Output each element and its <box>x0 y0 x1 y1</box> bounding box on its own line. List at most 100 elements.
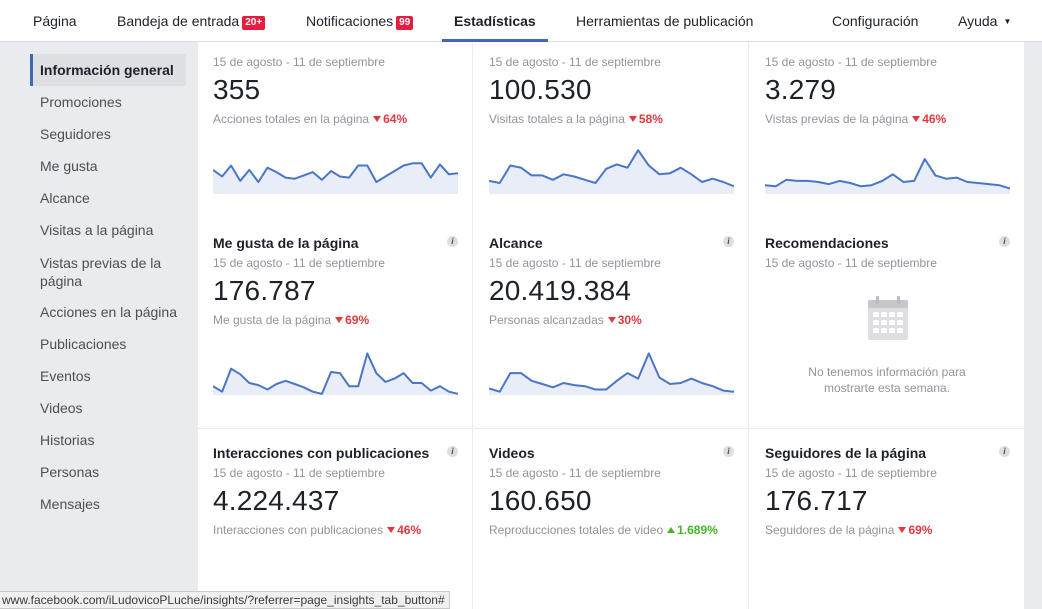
trend-delta: 46% <box>397 523 422 537</box>
trend-delta: 30% <box>617 313 642 327</box>
trend-delta: 58% <box>638 112 663 126</box>
trend-down-icon <box>387 527 396 533</box>
empty-state-text: No tenemos información para mostrarte es… <box>808 365 966 395</box>
sidebar-item-mensajes[interactable]: Mensajes <box>40 496 100 512</box>
sidebar-item-videos[interactable]: Videos <box>40 400 83 416</box>
card-value: 3.279 <box>765 74 837 105</box>
card-interacciones[interactable]: Interacciones con publicaciones i 15 de … <box>198 429 473 609</box>
info-icon[interactable]: i <box>447 236 458 247</box>
card-subtitle-text: Reproducciones totales de video <box>489 523 664 537</box>
sidebar-item-visitas[interactable]: Visitas a la página <box>40 222 154 238</box>
sidebar-item-seguidores[interactable]: Seguidores <box>40 126 111 142</box>
card-title: Seguidores de la página <box>765 445 927 461</box>
sparkline-chart <box>213 162 458 194</box>
card-value: 100.530 <box>489 74 592 105</box>
tab-herramientas-label: Herramientas de publicación <box>576 13 754 29</box>
card-vistas-previas[interactable]: 15 de agosto - 11 de septiembre 3.279 Vi… <box>750 42 1024 228</box>
card-subtitle: Me gusta de la página 69% <box>213 313 369 327</box>
sidebar-item-vistas-previas[interactable]: Vistas previas de la página <box>40 255 162 289</box>
sidebar-item-personas[interactable]: Personas <box>40 464 100 480</box>
empty-state: No tenemos información para mostrarte es… <box>750 295 1024 396</box>
card-subtitle: Reproducciones totales de video 1.689% <box>489 523 718 537</box>
card-title: Videos <box>489 445 535 461</box>
card-date: 15 de agosto - 11 de septiembre <box>765 55 937 69</box>
trend-delta: 69% <box>345 313 370 327</box>
tab-notificaciones[interactable]: Notificaciones 99 <box>306 0 414 42</box>
sparkline-chart <box>489 557 734 607</box>
card-subtitle-text: Visitas totales a la página <box>489 112 625 126</box>
trend-down-icon <box>898 527 907 533</box>
card-value: 160.650 <box>489 485 592 516</box>
tab-pagina[interactable]: Página <box>33 0 77 42</box>
tab-ayuda[interactable]: Ayuda ▼ <box>958 0 1011 42</box>
card-recomendaciones[interactable]: Recomendaciones i 15 de agosto - 11 de s… <box>750 219 1024 429</box>
card-visitas[interactable]: 15 de agosto - 11 de septiembre 100.530 … <box>474 42 749 228</box>
insights-cards-grid: 15 de agosto - 11 de septiembre 355 Acci… <box>198 42 1024 609</box>
trend-down-icon <box>607 317 616 323</box>
tab-notificaciones-label: Notificaciones <box>306 13 394 29</box>
sparkline-chart <box>489 352 734 395</box>
trend-up-icon <box>667 527 676 533</box>
sparkline-chart <box>765 557 1010 607</box>
trend-delta: 1.689% <box>677 523 718 537</box>
tab-estadisticas[interactable]: Estadísticas <box>442 0 548 42</box>
card-seguidores[interactable]: Seguidores de la página i 15 de agosto -… <box>750 429 1024 609</box>
card-subtitle-text: Seguidores de la página <box>765 523 895 537</box>
trend-delta: 64% <box>383 112 408 126</box>
sidebar-item-informacion-general[interactable]: Información general <box>30 54 186 86</box>
card-me-gusta[interactable]: Me gusta de la página i 15 de agosto - 1… <box>198 219 473 429</box>
insights-sidebar: Información general Promociones Seguidor… <box>30 54 186 520</box>
trend-delta: 46% <box>922 112 947 126</box>
card-value: 4.224.437 <box>213 485 340 516</box>
card-subtitle-text: Personas alcanzadas <box>489 313 604 327</box>
card-value: 20.419.384 <box>489 275 632 306</box>
card-date: 15 de agosto - 11 de septiembre <box>489 55 661 69</box>
trend-down-icon <box>912 116 921 122</box>
top-navigation: Página Bandeja de entrada 20+ Notificacio… <box>0 0 1042 42</box>
card-subtitle: Interacciones con publicaciones 46% <box>213 523 421 537</box>
sparkline-area <box>213 163 458 194</box>
sidebar-item-eventos[interactable]: Eventos <box>40 368 91 384</box>
card-title: Interacciones con publicaciones <box>213 445 430 461</box>
caret-down-icon: ▼ <box>1003 17 1012 26</box>
info-icon[interactable]: i <box>723 236 734 247</box>
sidebar-item-alcance[interactable]: Alcance <box>40 190 90 206</box>
calendar-icon <box>867 296 908 340</box>
info-icon[interactable]: i <box>999 446 1010 457</box>
card-date: 15 de agosto - 11 de septiembre <box>489 466 661 480</box>
sidebar-item-promociones[interactable]: Promociones <box>40 94 122 110</box>
sidebar-item-publicaciones[interactable]: Publicaciones <box>40 336 127 352</box>
sparkline-area <box>765 159 1010 194</box>
sparkline-area <box>489 150 734 194</box>
sidebar-item-me-gusta[interactable]: Me gusta <box>40 158 98 174</box>
info-icon[interactable]: i <box>447 446 458 457</box>
card-subtitle-text: Vistas previas de la página <box>765 112 909 126</box>
sparkline-line <box>489 352 734 393</box>
card-videos[interactable]: Videos i 15 de agosto - 11 de septiembre… <box>474 429 749 609</box>
info-icon[interactable]: i <box>723 446 734 457</box>
browser-status-bar: www.facebook.com/iLudovicoPLuche/insight… <box>0 591 450 609</box>
tab-configuracion[interactable]: Configuración <box>832 0 918 42</box>
card-alcance[interactable]: Alcance i 15 de agosto - 11 de septiembr… <box>474 219 749 429</box>
card-value: 355 <box>213 74 261 105</box>
card-title: Me gusta de la página <box>213 235 359 251</box>
card-acciones[interactable]: 15 de agosto - 11 de septiembre 355 Acci… <box>198 42 473 228</box>
tab-bandeja[interactable]: Bandeja de entrada 20+ <box>117 0 266 42</box>
sidebar-item-historias[interactable]: Historias <box>40 432 95 448</box>
sidebar-item-acciones[interactable]: Acciones en la página <box>40 304 177 320</box>
trend-down-icon <box>628 116 637 122</box>
card-date: 15 de agosto - 11 de septiembre <box>765 466 937 480</box>
card-subtitle: Vistas previas de la página 46% <box>765 112 946 126</box>
tab-ayuda-label: Ayuda <box>958 13 998 29</box>
tab-pagina-label: Página <box>33 13 77 29</box>
sparkline-chart <box>213 352 458 395</box>
sparkline-area <box>213 353 458 395</box>
inbox-badge: 20+ <box>242 16 266 30</box>
card-subtitle: Personas alcanzadas 30% <box>489 313 642 327</box>
info-icon[interactable]: i <box>999 236 1010 247</box>
tab-herramientas[interactable]: Herramientas de publicación <box>576 0 753 42</box>
card-subtitle-text: Interacciones con publicaciones <box>213 523 384 537</box>
sparkline-chart <box>765 158 1010 194</box>
card-subtitle: Visitas totales a la página 58% <box>489 112 663 126</box>
sparkline-line <box>213 162 458 183</box>
